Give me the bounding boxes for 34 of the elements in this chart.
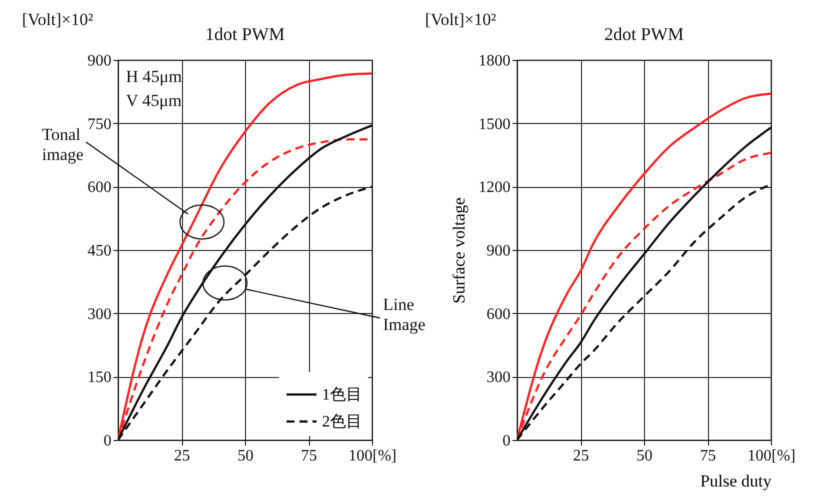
y-tick-label: 150 — [88, 369, 112, 386]
y-tick-label: 1500 — [478, 116, 510, 133]
x-tick-label: 75 — [301, 448, 317, 464]
y-tick-label: 600 — [88, 179, 112, 196]
y-tick-label: 300 — [486, 369, 510, 386]
x-axis-title: Pulse duty — [700, 472, 772, 490]
y-tick-label: 0 — [104, 432, 112, 450]
y-tick-label: 600 — [486, 306, 510, 323]
text: [Volt]×10² — [22, 10, 94, 29]
y-axis-title: Surface voltage — [450, 197, 468, 304]
chart-title: 2dot PWM — [604, 24, 684, 44]
text: Line Image — [383, 295, 426, 334]
y-tick-label: 300 — [88, 306, 112, 323]
y-tick-label: 450 — [88, 242, 112, 260]
x-tick-label: 100[%] — [748, 448, 796, 464]
y-tick-label: 750 — [88, 116, 112, 133]
legend-label: 2色目 — [322, 414, 362, 430]
annotation: V 45μm — [126, 91, 182, 110]
y-tick-label: 1800 — [478, 52, 510, 70]
y-tick-label: 0 — [502, 432, 510, 450]
legend-label: 1色目 — [322, 386, 362, 404]
x-tick-label: 100[%] — [348, 448, 396, 464]
annotation: H 45μm — [126, 67, 182, 86]
x-tick-label: 25 — [573, 448, 589, 464]
x-tick-label: 50 — [238, 448, 254, 464]
x-tick-label: 25 — [174, 448, 190, 464]
text: [Volt]×10² — [425, 10, 496, 29]
chart-title: 1dot PWM — [205, 24, 285, 44]
y-tick-label: 900 — [486, 242, 510, 260]
y-tick-label: 1200 — [478, 179, 510, 196]
text: Tonal image — [42, 125, 84, 164]
x-tick-label: 50 — [636, 448, 652, 464]
x-tick-label: 75 — [700, 448, 716, 464]
y-tick-label: 900 — [88, 52, 112, 70]
